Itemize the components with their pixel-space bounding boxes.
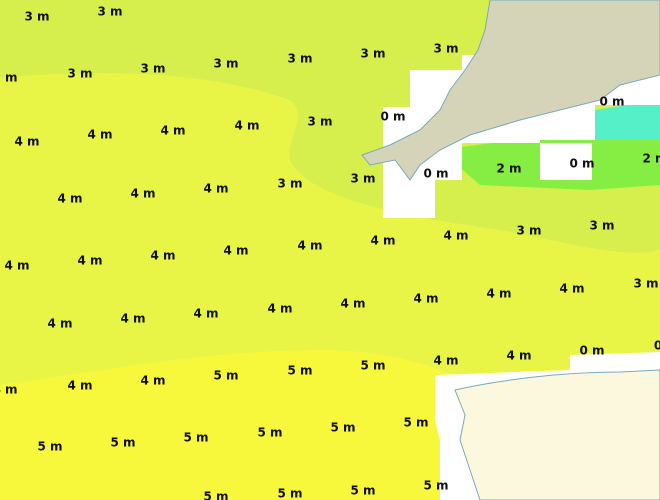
wave-height-label: 0 m <box>599 95 624 109</box>
wave-height-label: 4 m <box>14 135 39 149</box>
wave-height-label: 5 m <box>277 487 302 500</box>
wave-height-label: 5 m <box>183 431 208 445</box>
wave-height-label: 3 m <box>24 10 49 24</box>
wave-height-label: 5 m <box>213 369 238 383</box>
wave-height-label: 5 m <box>403 416 428 430</box>
wave-height-label: 3 m <box>433 42 458 56</box>
wave-height-label: 3 m <box>360 47 385 61</box>
wave-height-label: 0 m <box>579 344 604 358</box>
wave-height-label: 3 m <box>277 177 302 191</box>
land-brittany <box>454 369 660 500</box>
sea-5m <box>0 350 470 500</box>
wave-height-label: 4 m <box>160 124 185 138</box>
wave-height-label: 3 m <box>350 172 375 186</box>
wave-height-label: 4 m <box>413 292 438 306</box>
wave-height-label: 4 m <box>203 182 228 196</box>
wave-height-label: 4 m <box>506 349 531 363</box>
wave-height-label: 4 m <box>4 259 29 273</box>
wave-height-label: 0 m <box>569 157 594 171</box>
wave-height-label: 2 m <box>496 162 521 176</box>
wave-height-label: 4 m <box>87 128 112 142</box>
wave-height-label: 4 m <box>370 234 395 248</box>
wave-height-label: 4 m <box>57 192 82 206</box>
wave-height-label: 4 m <box>223 244 248 258</box>
wave-height-label: 4 m <box>267 302 292 316</box>
wave-height-label: 5 m <box>360 359 385 373</box>
wave-height-label: 4 m <box>340 297 365 311</box>
wave-height-label: 4 m <box>47 317 72 331</box>
wave-height-label: 3 m <box>516 224 541 238</box>
wave-height-label: 5 m <box>330 421 355 435</box>
wave-height-label: 4 m <box>486 287 511 301</box>
wave-height-label: 3 m <box>97 5 122 19</box>
wave-height-label: 3 m <box>67 67 92 81</box>
wave-height-label: 0 m <box>380 110 405 124</box>
wave-height-label: 4 m <box>130 187 155 201</box>
wave-height-label: 4 m <box>559 282 584 296</box>
wave-height-label: 5 m <box>203 490 228 500</box>
wave-height-label: 4 m <box>120 312 145 326</box>
wave-height-label: 5 m <box>257 426 282 440</box>
wave-height-label: 5 m <box>110 436 135 450</box>
wave-height-label: 3 m <box>0 71 18 85</box>
wave-height-label: 4 m <box>443 229 468 243</box>
wave-height-label: 0 m <box>423 167 448 181</box>
land-cornwall <box>361 0 660 181</box>
wave-height-label: 4 m <box>77 254 102 268</box>
wave-height-label: 3 m <box>307 115 332 129</box>
wave-height-label: 4 m <box>234 119 259 133</box>
wave-height-label: 3 m <box>287 52 312 66</box>
wave-height-label: 3 m <box>589 219 614 233</box>
wave-height-label: 4 m <box>67 379 92 393</box>
wave-height-label: 5 m <box>287 364 312 378</box>
wave-height-label: 4 m <box>140 374 165 388</box>
wave-height-label: 3 m <box>140 62 165 76</box>
wave-height-label: 0 <box>654 339 660 353</box>
wave-height-label: 4 m <box>297 239 322 253</box>
wave-height-label: 4 m <box>433 354 458 368</box>
wave-height-label: 3 m <box>213 57 238 71</box>
wave-height-label: 5 m <box>350 484 375 498</box>
wave-height-label: 3 m <box>633 277 658 291</box>
wave-height-label: 4 m <box>150 249 175 263</box>
wave-height-label: 5 m <box>423 479 448 493</box>
wave-height-label: 2 m <box>642 152 660 166</box>
sea-1m <box>595 100 660 140</box>
wave-height-label: 4 m <box>0 383 18 397</box>
wave-height-label: 4 m <box>193 307 218 321</box>
wave-height-label: 5 m <box>37 440 62 454</box>
